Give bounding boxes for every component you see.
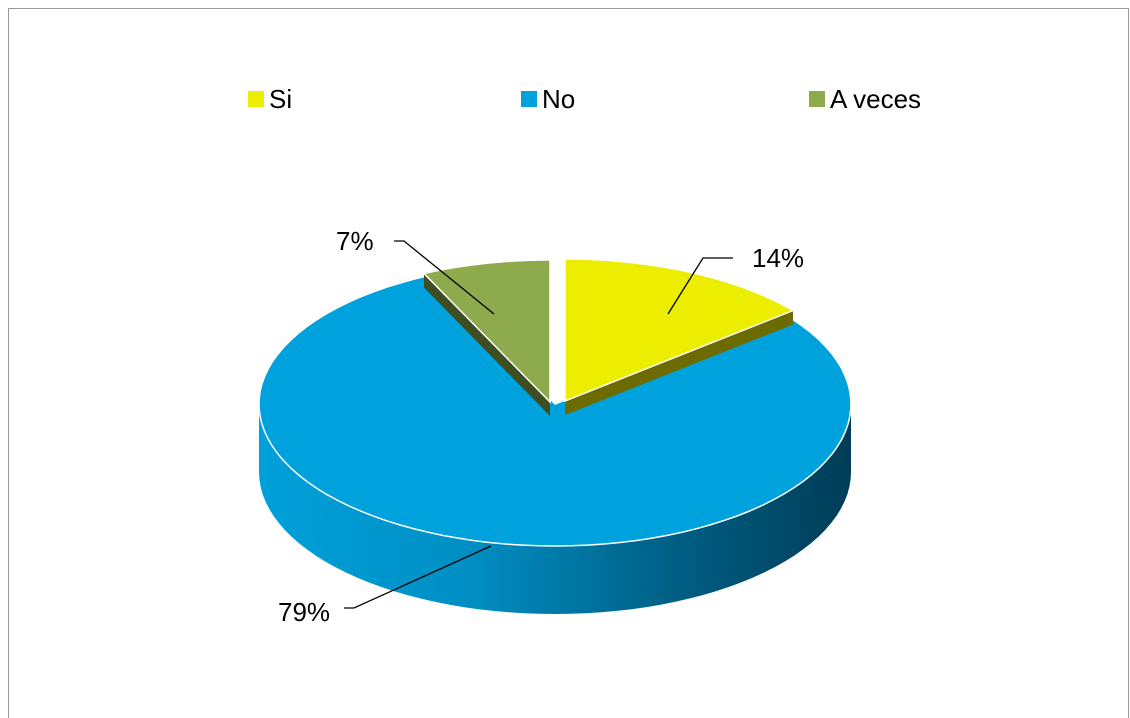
- legend-item-no: No: [521, 84, 575, 114]
- slice-wall-aveces-0: [423, 273, 550, 416]
- leader-line-no: [344, 545, 492, 609]
- slice-side-no: [259, 404, 851, 614]
- slice-si: [564, 258, 795, 403]
- data-label-no: 79%: [278, 597, 330, 627]
- leader-line-aveces: [394, 240, 495, 315]
- legend-label-si: Si: [269, 83, 293, 114]
- legend-item-si: Si: [248, 84, 292, 114]
- data-label-si: 14%: [752, 243, 804, 273]
- slice-no: [258, 274, 852, 547]
- legend-label-aveces: A veces: [830, 83, 922, 114]
- legend-swatch-aveces: [809, 91, 825, 107]
- legend-label-no: No: [542, 83, 576, 114]
- chart-frame: [8, 8, 1129, 718]
- data-label-aveces: 7%: [336, 226, 374, 256]
- legend-swatch-no: [521, 91, 537, 107]
- leader-line-si: [667, 257, 733, 315]
- legend-item-aveces: A veces: [809, 84, 921, 114]
- slice-wall-si-1: [565, 310, 794, 415]
- slice-aveces: [422, 259, 551, 404]
- legend-swatch-si: [248, 91, 264, 107]
